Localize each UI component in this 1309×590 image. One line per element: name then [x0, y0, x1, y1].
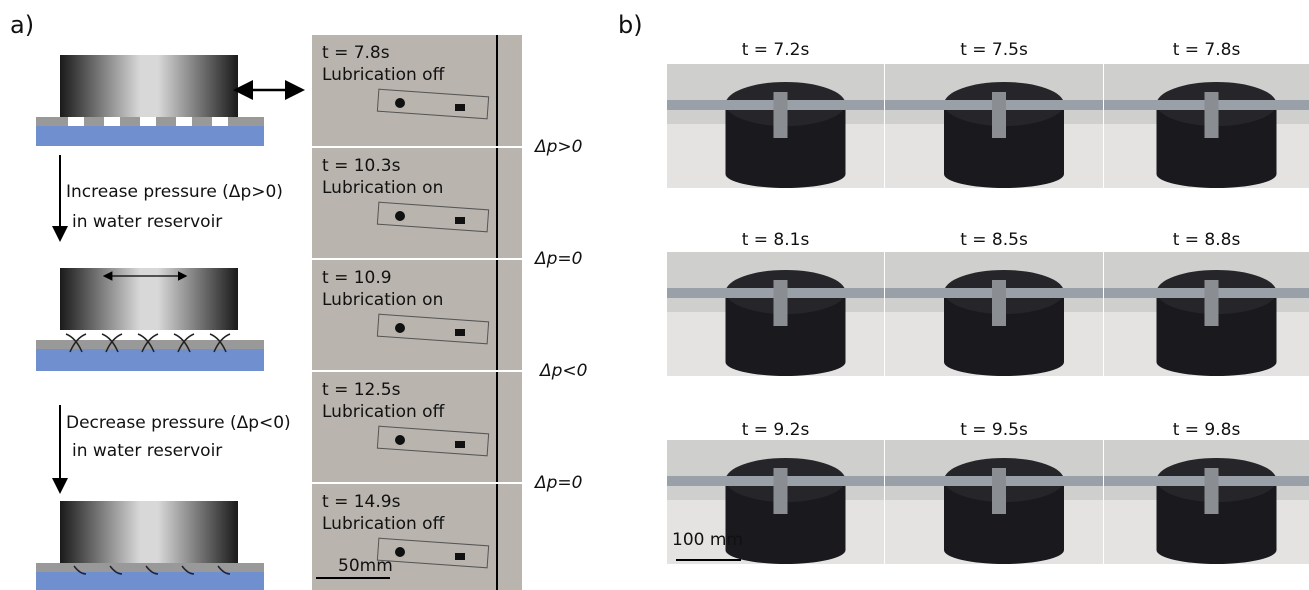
panel-label: a) — [10, 11, 34, 39]
frame-time: t = 10.9 — [322, 268, 392, 288]
frame-time: t = 8.8s — [1173, 230, 1241, 250]
frame-state: Lubrication off — [322, 514, 446, 534]
pressure-label: Δp<0 — [538, 361, 587, 381]
step-text: in water reservoir — [72, 441, 222, 461]
photo: t = 7.8s — [1104, 40, 1309, 188]
bracket — [1205, 92, 1219, 138]
step-text: Increase pressure (Δp>0) — [66, 182, 283, 202]
cylinder-bottom — [944, 348, 1064, 376]
bracket — [1205, 468, 1219, 514]
frame-time: t = 7.5s — [960, 40, 1028, 60]
pressure-label: Δp>0 — [533, 137, 582, 157]
pressure-label: Δp=0 — [533, 473, 582, 493]
frame-time: t = 9.5s — [960, 420, 1028, 440]
frame-time: t = 8.5s — [960, 230, 1028, 250]
spot — [455, 441, 465, 448]
spot — [395, 435, 405, 445]
step-text: in water reservoir — [72, 212, 222, 232]
spot — [455, 553, 465, 560]
diagram — [36, 501, 264, 590]
frame-time: t = 7.8s — [1173, 40, 1241, 60]
scale-label: 50mm — [338, 556, 393, 576]
bracket — [992, 280, 1006, 326]
frame-time: t = 7.8s — [322, 43, 390, 63]
frame-state: Lubrication on — [322, 290, 443, 310]
spot — [455, 329, 465, 336]
bracket — [774, 468, 788, 514]
frame-time: t = 12.5s — [322, 380, 401, 400]
cylinder-bottom — [726, 348, 846, 376]
photo: t = 7.5s — [885, 40, 1103, 188]
panel-label: b) — [618, 11, 643, 39]
spot — [395, 323, 405, 333]
frame-time: t = 14.9s — [322, 492, 401, 512]
spot — [455, 104, 465, 111]
cylinder-bottom — [944, 160, 1064, 188]
spot — [455, 217, 465, 224]
step-text: Decrease pressure (Δp<0) — [66, 413, 291, 433]
photo: t = 7.2s — [667, 40, 884, 188]
frame-time: t = 9.8s — [1173, 420, 1241, 440]
cylinder-bottom — [726, 160, 846, 188]
figure: a) b) Increase pressure (Δp>0) in water … — [0, 0, 1309, 590]
diagram — [36, 55, 300, 146]
photo: t = 8.1s — [667, 230, 884, 376]
cylinder-bottom — [1157, 536, 1277, 564]
bracket — [992, 468, 1006, 514]
photo: t = 8.5s — [885, 230, 1103, 376]
cylinder-bottom — [1157, 348, 1277, 376]
scale-label: 100 mm — [672, 530, 743, 550]
diagram — [36, 268, 264, 371]
frame-state: Lubrication on — [322, 178, 443, 198]
cylinder-bottom — [726, 536, 846, 564]
photo: t = 8.8s — [1104, 230, 1309, 376]
cylinder-bottom — [1157, 160, 1277, 188]
bracket — [1205, 280, 1219, 326]
bracket — [774, 92, 788, 138]
photo: t = 9.5s — [885, 420, 1103, 564]
spot — [395, 211, 405, 221]
frame-time: t = 7.2s — [742, 40, 810, 60]
frame-state: Lubrication off — [322, 65, 446, 85]
bracket — [774, 280, 788, 326]
frame-state: Lubrication off — [322, 402, 446, 422]
photo: t = 9.8s — [1104, 420, 1309, 564]
spot — [395, 98, 405, 108]
pressure-label: Δp=0 — [533, 249, 582, 269]
cylinder-bottom — [944, 536, 1064, 564]
frame-time: t = 9.2s — [742, 420, 810, 440]
frame-time: t = 10.3s — [322, 156, 401, 176]
bracket — [992, 92, 1006, 138]
frame-time: t = 8.1s — [742, 230, 810, 250]
spot — [395, 547, 405, 557]
